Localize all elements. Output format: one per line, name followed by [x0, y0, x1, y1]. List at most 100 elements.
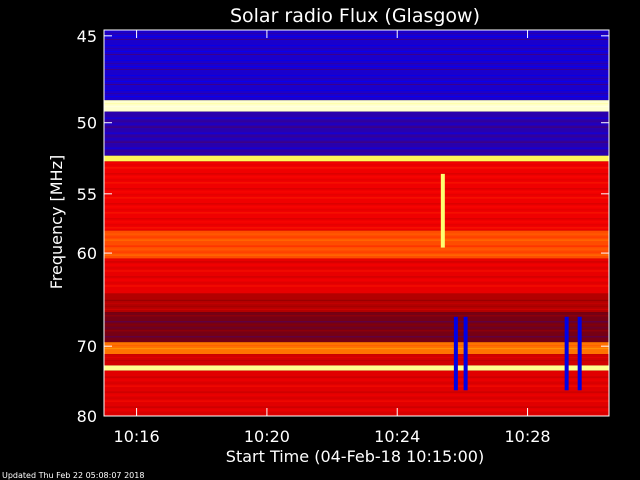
band-texture-line [104, 327, 609, 329]
band-texture-line [104, 233, 609, 235]
band-texture-line [104, 409, 609, 411]
band-texture-line [104, 51, 609, 52]
band-texture-line [104, 164, 609, 166]
band-texture-line [104, 270, 609, 272]
x-tick-label: 10:24 [374, 427, 420, 446]
frequency-band [104, 370, 609, 416]
band-texture-line [104, 388, 609, 390]
y-tick-label: 45 [77, 27, 97, 46]
band-texture-line [104, 93, 609, 94]
band-texture-line [104, 267, 609, 269]
burst-event [463, 316, 468, 391]
band-texture-line [104, 66, 609, 67]
band-texture-line [104, 315, 609, 317]
band-texture-line [104, 385, 609, 387]
band-texture-line [104, 376, 609, 378]
band-texture-line [104, 194, 609, 196]
band-texture-line [104, 36, 609, 37]
band-texture-line [104, 279, 609, 281]
plot-area [104, 30, 609, 416]
band-texture-line [104, 305, 609, 307]
band-texture-line [104, 357, 609, 359]
band-texture-line [104, 129, 609, 131]
band-texture-line [104, 318, 609, 320]
frequency-band [104, 100, 609, 112]
band-texture-line [104, 276, 609, 278]
band-texture-line [104, 135, 609, 137]
band-texture-line [104, 333, 609, 335]
band-texture-line [104, 33, 609, 34]
band-texture-line [104, 81, 609, 82]
band-texture-line [104, 345, 609, 347]
band-texture-line [104, 227, 609, 229]
band-texture-line [104, 106, 609, 108]
band-texture-line [104, 45, 609, 46]
band-texture-line [104, 48, 609, 49]
band-texture-line [104, 167, 609, 169]
band-texture-line [104, 288, 609, 290]
band-texture-line [104, 170, 609, 172]
band-texture-line [104, 373, 609, 375]
frequency-band [104, 342, 609, 355]
band-texture-line [104, 403, 609, 405]
updated-timestamp: Updated Thu Feb 22 05:08:07 2018 [2, 471, 144, 480]
band-texture-line [104, 212, 609, 214]
band-texture-line [104, 406, 609, 408]
band-texture-line [104, 282, 609, 284]
x-axis-label: Start Time (04-Feb-18 10:15:00) [226, 447, 484, 466]
band-texture-line [104, 63, 609, 64]
band-texture-line [104, 308, 609, 310]
band-texture-line [104, 336, 609, 338]
band-texture-line [104, 60, 609, 61]
band-texture-line [104, 236, 609, 238]
band-texture-line [104, 141, 609, 143]
frequency-band [104, 161, 609, 231]
burst-event [440, 173, 445, 248]
burst-event [577, 316, 582, 391]
band-texture-line [104, 248, 609, 250]
band-texture-line [104, 397, 609, 399]
frequency-band [104, 230, 609, 259]
band-texture-line [104, 120, 609, 122]
band-texture-line [104, 348, 609, 350]
band-texture-line [104, 176, 609, 178]
band-texture-line [104, 296, 609, 298]
band-texture-line [104, 285, 609, 287]
plot-frame [103, 29, 610, 417]
band-texture-line [104, 324, 609, 326]
band-texture-line [104, 179, 609, 181]
frequency-band [104, 30, 609, 101]
band-texture-line [104, 150, 609, 152]
band-texture-line [104, 382, 609, 384]
frequency-band [104, 312, 609, 343]
band-texture-line [104, 54, 609, 55]
y-tick-label: 55 [77, 185, 97, 204]
band-texture-line [104, 251, 609, 253]
band-texture-line [104, 203, 609, 205]
band-texture-line [104, 185, 609, 187]
band-texture-line [104, 96, 609, 97]
band-texture-line [104, 57, 609, 58]
band-texture-line [104, 188, 609, 190]
band-texture-line [104, 412, 609, 414]
band-texture-line [104, 273, 609, 275]
band-texture-line [104, 123, 609, 125]
band-texture-line [104, 197, 609, 199]
burst-event [564, 316, 569, 391]
band-texture-line [104, 224, 609, 226]
band-texture-line [104, 126, 609, 128]
y-tick-label: 60 [77, 244, 97, 263]
band-texture-line [104, 173, 609, 175]
frequency-band [104, 365, 609, 371]
band-texture-line [104, 209, 609, 211]
band-texture-line [104, 391, 609, 393]
band-texture-line [104, 138, 609, 140]
burst-event [453, 316, 458, 391]
band-texture-line [104, 400, 609, 402]
band-texture-line [104, 206, 609, 208]
y-tick-label: 70 [77, 337, 97, 356]
band-texture-line [104, 360, 609, 362]
band-texture-line [104, 144, 609, 146]
band-texture-line [104, 242, 609, 244]
